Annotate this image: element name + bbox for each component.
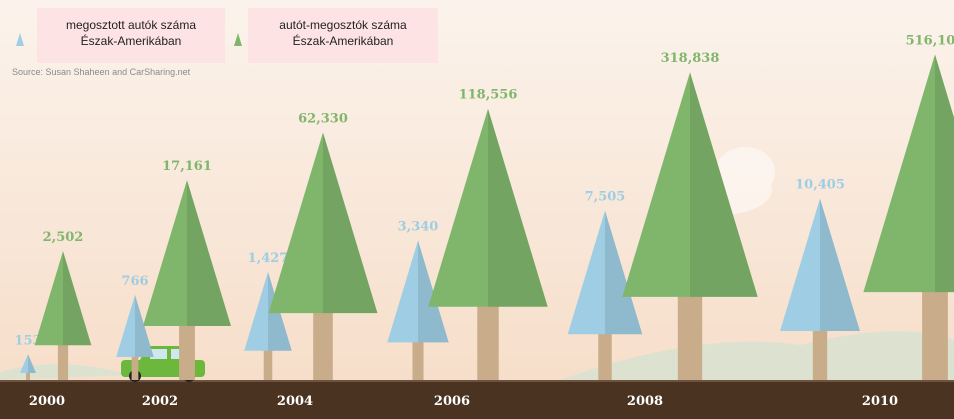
x-tick-label: 2004: [277, 394, 313, 409]
value-label: 3,340: [398, 219, 439, 234]
x-tick-label: 2008: [627, 394, 663, 409]
value-label: 516,100: [906, 33, 954, 48]
trunk: [678, 295, 702, 380]
trunk: [264, 349, 273, 380]
x-tick-label: 2010: [862, 394, 898, 409]
x-tick-label: 2000: [29, 394, 65, 409]
value-label: 7,505: [585, 190, 626, 205]
trunk: [58, 343, 68, 380]
trunk: [179, 324, 195, 380]
value-label: 10,405: [795, 178, 845, 193]
trunk: [813, 329, 827, 380]
value-label: 62,330: [298, 111, 348, 126]
trunk: [313, 311, 333, 380]
value-label: 1,427: [248, 251, 289, 266]
x-tick-label: 2006: [434, 394, 470, 409]
trunk: [598, 332, 611, 380]
value-label: 318,838: [661, 51, 720, 66]
x-tick-label: 2002: [142, 394, 178, 409]
trunk: [922, 290, 948, 380]
chart: Source: Susan Shaheen and CarSharing.net…: [0, 0, 954, 419]
source: Source: Susan Shaheen and CarSharing.net: [12, 67, 191, 77]
value-label: 766: [121, 274, 148, 289]
trunk: [477, 305, 498, 380]
value-label: 2,502: [43, 230, 84, 245]
value-label: 17,161: [162, 159, 212, 174]
trunk: [412, 340, 423, 380]
page: Source: Susan Shaheen and CarSharing.net…: [0, 0, 954, 419]
value-label: 118,556: [459, 88, 518, 103]
trunk: [132, 355, 139, 380]
